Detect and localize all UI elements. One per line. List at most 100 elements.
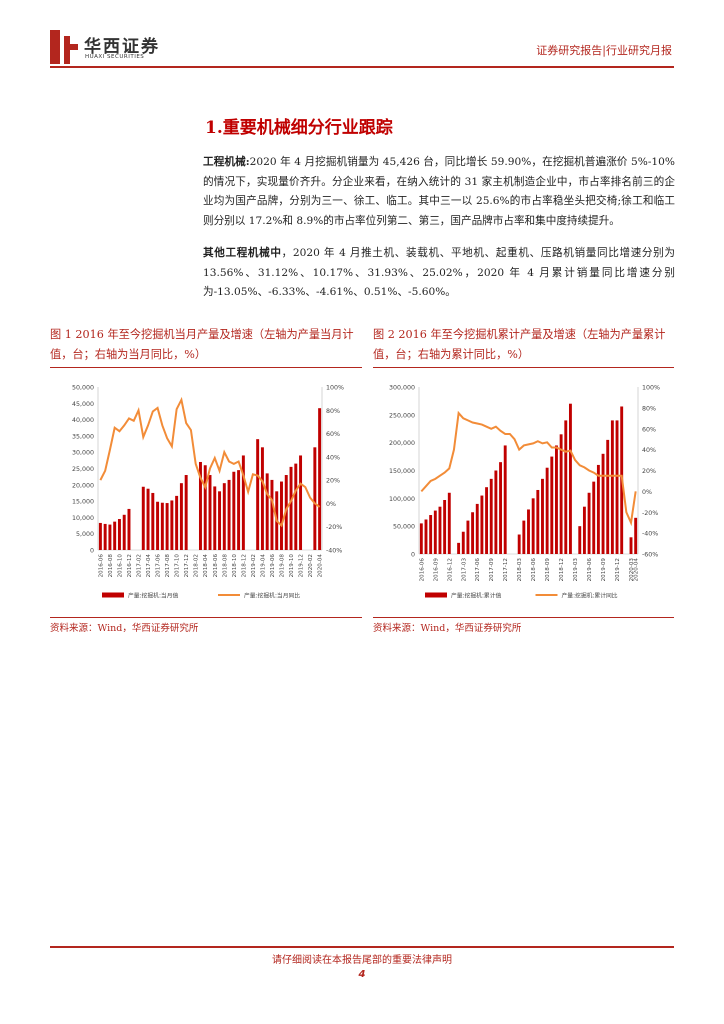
x-axis-tick-label: 2020-04 bbox=[634, 558, 640, 582]
x-axis-tick-label: 2018-12 bbox=[241, 554, 247, 577]
x-axis-tick-label: 2017-12 bbox=[503, 558, 509, 581]
bar bbox=[203, 465, 207, 550]
bar bbox=[634, 517, 638, 554]
bar bbox=[299, 455, 303, 550]
x-axis-tick-label: 2018-02 bbox=[194, 554, 200, 577]
bar bbox=[419, 523, 423, 554]
bar bbox=[237, 470, 241, 550]
x-axis-tick-label: 2016-12 bbox=[447, 558, 453, 581]
figure-1-source: 资料来源：Wind，华西证券研究所 bbox=[50, 623, 199, 634]
bar bbox=[629, 537, 633, 554]
paragraph-lead: 其他工程机械中 bbox=[203, 247, 282, 259]
bar bbox=[550, 456, 554, 554]
x-axis-tick-label: 2016-06 bbox=[98, 554, 104, 578]
figure-2-title: 图 2 2016 年至今挖掘机累计产量及增速（左轴为产量累计值，台；右轴为累计同… bbox=[373, 328, 666, 361]
right-axis-tick-label: -60% bbox=[642, 552, 658, 559]
bar bbox=[610, 420, 614, 554]
bar bbox=[265, 473, 269, 550]
bar bbox=[457, 542, 461, 554]
bar bbox=[260, 447, 264, 550]
left-axis-tick-label: 5,000 bbox=[76, 531, 94, 538]
left-axis-tick-label: 25,000 bbox=[72, 466, 94, 473]
x-axis-tick-label: 2019-09 bbox=[601, 558, 607, 582]
bar bbox=[582, 506, 586, 554]
bar bbox=[555, 445, 558, 554]
bar bbox=[503, 445, 507, 554]
right-axis-tick-label: 0% bbox=[326, 501, 336, 508]
paragraph-body: ，2020 年 4 月推土机、装载机、平地机、起重机、压路机销量同比增速分别为 … bbox=[203, 247, 675, 298]
figure-2-bottom-rule bbox=[373, 617, 674, 618]
company-logo: 华西证券 HUAXI SECURITIES bbox=[50, 30, 200, 66]
bar bbox=[280, 481, 283, 550]
bar bbox=[587, 492, 591, 554]
x-axis-tick-label: 2018-08 bbox=[222, 554, 228, 578]
bar bbox=[156, 501, 160, 550]
right-axis-tick-label: 20% bbox=[642, 468, 656, 475]
x-axis-tick-label: 2017-06 bbox=[156, 554, 162, 578]
bar bbox=[113, 521, 117, 550]
bar bbox=[522, 520, 526, 554]
x-axis-tick-label: 2019-10 bbox=[289, 554, 295, 578]
bar bbox=[447, 492, 451, 554]
bar bbox=[531, 498, 535, 554]
huaxi-logo-icon bbox=[50, 30, 78, 64]
right-axis-tick-label: 60% bbox=[642, 426, 656, 433]
bar bbox=[218, 491, 222, 550]
bar bbox=[485, 487, 489, 554]
figure-1-title: 图 1 2016 年至今挖掘机当月产量及增速（左轴为产量当月计值，台；右轴为当月… bbox=[50, 328, 354, 361]
bar bbox=[313, 447, 317, 550]
figure-2-source: 资料来源：Wind，华西证券研究所 bbox=[373, 623, 522, 634]
figure-1-bottom-rule bbox=[50, 617, 362, 618]
x-axis-tick-label: 2018-09 bbox=[545, 558, 551, 582]
right-axis-tick-label: -20% bbox=[642, 510, 658, 517]
section-title: 1.重要机械细分行业跟踪 bbox=[205, 118, 393, 138]
bar bbox=[179, 483, 183, 550]
bar bbox=[471, 512, 475, 554]
right-axis-tick-label: 80% bbox=[642, 405, 656, 412]
paragraph-body: 2020 年 4 月挖掘机销量为 45,426 台，同比增长 59.90%，在挖… bbox=[203, 156, 675, 227]
bar bbox=[213, 486, 217, 550]
bar bbox=[564, 420, 568, 554]
legend-label-bar: 产量:挖掘机:累计值 bbox=[451, 592, 501, 600]
page-number: 4 bbox=[358, 969, 366, 980]
x-axis-tick-label: 2017-12 bbox=[184, 554, 190, 577]
bar bbox=[141, 486, 145, 550]
bar bbox=[227, 479, 231, 550]
x-axis-tick-label: 2017-04 bbox=[146, 554, 152, 578]
x-axis-tick-label: 2016-12 bbox=[127, 554, 133, 577]
left-axis-tick-label: 20,000 bbox=[72, 482, 94, 489]
paragraph-lead: 工程机械: bbox=[203, 156, 250, 168]
bar bbox=[175, 495, 179, 550]
x-axis-tick-label: 2019-08 bbox=[279, 554, 285, 578]
right-axis-tick-label: 0% bbox=[642, 489, 652, 496]
bar bbox=[541, 478, 544, 554]
bar bbox=[198, 461, 202, 550]
left-axis-tick-label: 0 bbox=[90, 548, 94, 555]
left-axis-tick-label: 250,000 bbox=[389, 412, 415, 419]
bar bbox=[256, 439, 260, 550]
left-axis-tick-label: 30,000 bbox=[72, 450, 94, 457]
figure-1-top-rule bbox=[50, 367, 362, 368]
bar bbox=[160, 502, 164, 550]
chart-cumulative-excavator: 0 50,000 100,000 150,000 200,000 250,000 300,0… bbox=[389, 385, 660, 600]
bar bbox=[606, 439, 610, 554]
x-axis-tick-label: 2017-09 bbox=[489, 558, 495, 582]
legend-label-line: 产量:挖掘机:当月同比 bbox=[244, 592, 300, 600]
bar bbox=[461, 531, 465, 554]
bar bbox=[122, 514, 126, 550]
x-axis-tick-label: 2020-02 bbox=[308, 554, 314, 577]
x-axis-tick-label: 2019-03 bbox=[573, 558, 579, 582]
bar bbox=[151, 492, 155, 550]
bar bbox=[117, 519, 121, 550]
right-axis-tick-label: -40% bbox=[326, 548, 342, 555]
right-axis-tick-label: -40% bbox=[642, 531, 658, 538]
bar bbox=[494, 470, 498, 554]
report-type: 证券研究报告|行业研究月报 bbox=[536, 44, 672, 57]
bar bbox=[146, 488, 150, 550]
bar bbox=[568, 403, 572, 554]
bar bbox=[527, 509, 530, 554]
x-axis-tick-label: 2017-06 bbox=[475, 558, 481, 582]
bar bbox=[184, 475, 188, 550]
left-axis-tick-label: 15,000 bbox=[72, 499, 94, 506]
right-axis-tick-label: 100% bbox=[642, 385, 660, 392]
